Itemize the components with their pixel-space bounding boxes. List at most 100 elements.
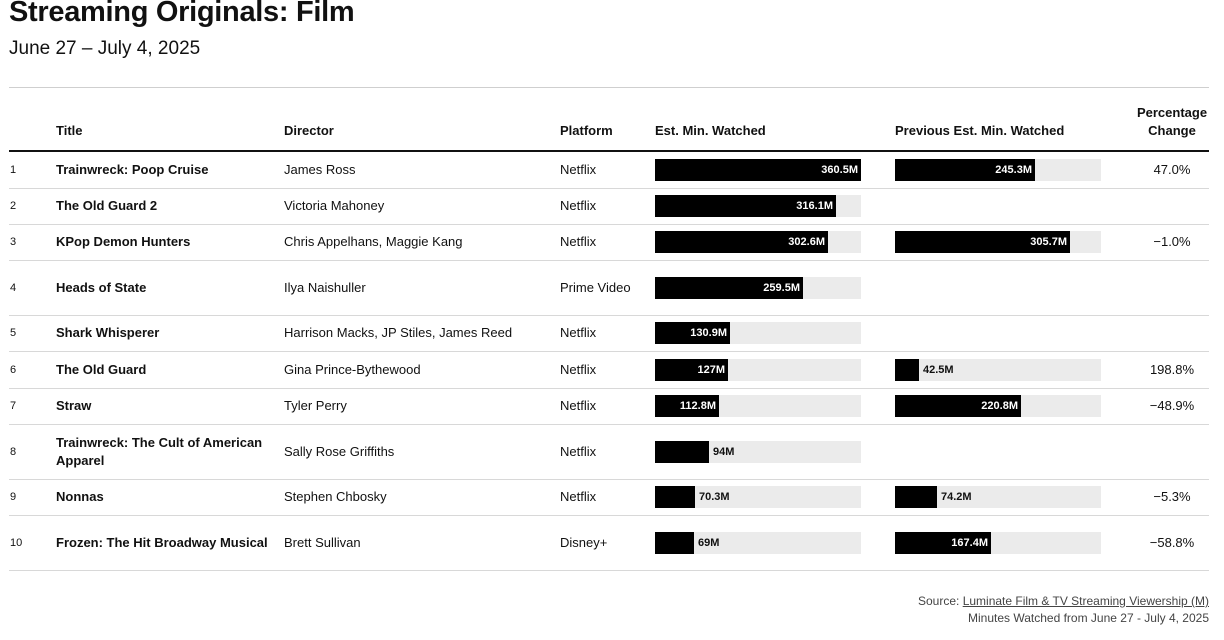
est-bar-track: 316.1M [655, 195, 861, 217]
prev-cell [895, 424, 1135, 480]
prev-cell: 74.2M [895, 479, 1135, 516]
table-row: 1 Trainwreck: Poop Cruise James Ross Netfli… [9, 151, 1209, 189]
est-bar-label: 94M [713, 445, 735, 458]
director-cell: Victoria Mahoney [284, 188, 560, 225]
est-cell: 69M [655, 515, 895, 571]
platform-cell: Netflix [560, 351, 655, 389]
pct-change-cell: 198.8% [1135, 351, 1209, 389]
table-body: 1 Trainwreck: Poop Cruise James Ross Netfli… [9, 151, 1209, 571]
prev-bar [895, 486, 937, 508]
platform-cell: Netflix [560, 388, 655, 425]
est-cell: 94M [655, 424, 895, 480]
prev-bar-track: 74.2M [895, 486, 1101, 508]
est-bar-track: 360.5M [655, 158, 861, 181]
est-cell: 302.6M [655, 224, 895, 261]
director-cell: Brett Sullivan [284, 515, 560, 571]
prev-bar-track: 220.8M [895, 395, 1101, 417]
title-cell: Frozen: The Hit Broadway Musical [56, 515, 284, 571]
pct-change-cell [1135, 315, 1209, 352]
platform-cell: Netflix [560, 479, 655, 516]
est-bar [655, 195, 836, 217]
est-bar-track: 302.6M [655, 231, 861, 253]
platform-cell: Netflix [560, 315, 655, 352]
rank-cell: 5 [9, 315, 56, 352]
rank-cell: 7 [9, 388, 56, 425]
est-cell: 127M [655, 351, 895, 389]
rank-cell: 1 [9, 151, 56, 189]
title-cell: Trainwreck: The Cult of American Apparel [56, 424, 284, 480]
prev-bar [895, 531, 991, 554]
prev-cell [895, 260, 1135, 316]
source-link[interactable]: Luminate Film & TV Streaming Viewership … [962, 594, 1209, 608]
est-bar-label: 130.9M [690, 327, 727, 339]
rankings-table: Title Director Platform Est. Min. Watche… [9, 104, 1209, 571]
rank-header [9, 104, 56, 152]
prev-bar-track: 245.3M [895, 158, 1101, 181]
prev-cell: 220.8M [895, 388, 1135, 425]
director-cell: Harrison Macks, JP Stiles, James Reed [284, 315, 560, 352]
platform-cell: Disney+ [560, 515, 655, 571]
table-row: 10 Frozen: The Hit Broadway Musical Brett … [9, 515, 1209, 571]
table-row: 5 Shark Whisperer Harrison Macks, JP Stile… [9, 315, 1209, 352]
table-row: 6 The Old Guard Gina Prince-Bythewood Netfl… [9, 351, 1209, 389]
rank-cell: 2 [9, 188, 56, 225]
platform-cell: Netflix [560, 188, 655, 225]
prev-bar-track: 167.4M [895, 531, 1101, 554]
pct-change-header: Percentage Change [1135, 104, 1209, 152]
est-bar [655, 276, 803, 299]
est-bar-track: 130.9M [655, 322, 861, 344]
prev-bar-track: 305.7M [895, 231, 1101, 253]
title-cell: The Old Guard [56, 351, 284, 389]
pct-change-cell: −1.0% [1135, 224, 1209, 261]
platform-cell: Netflix [560, 424, 655, 480]
prev-bar-label: 220.8M [981, 400, 1018, 412]
prev-bar-label: 305.7M [1030, 236, 1067, 248]
est-bar-label: 360.5M [821, 163, 858, 176]
est-bar [655, 231, 828, 253]
prev-bar-track: 42.5M [895, 358, 1101, 381]
prev-bar-label: 74.2M [941, 491, 972, 503]
director-cell: Gina Prince-Bythewood [284, 351, 560, 389]
est-bar-label: 127M [697, 363, 725, 376]
table-row: 3 KPop Demon Hunters Chris Appelhans, Magg… [9, 224, 1209, 261]
platform-cell: Netflix [560, 151, 655, 189]
pct-change-cell [1135, 424, 1209, 480]
prev-bar-label: 42.5M [923, 363, 954, 376]
top-divider [9, 87, 1209, 88]
table-row: 2 The Old Guard 2 Victoria Mahoney Netflix 3… [9, 188, 1209, 225]
prev-bar [895, 395, 1021, 417]
director-cell: Sally Rose Griffiths [284, 424, 560, 480]
director-cell: Ilya Naishuller [284, 260, 560, 316]
table-row: 7 Straw Tyler Perry Netflix 112.8M 220.8M −48.… [9, 388, 1209, 425]
pct-change-cell: −48.9% [1135, 388, 1209, 425]
title-cell: Straw [56, 388, 284, 425]
title-cell: The Old Guard 2 [56, 188, 284, 225]
source-prefix: Source: [917, 594, 963, 608]
prev-cell: 42.5M [895, 351, 1135, 389]
est-cell: 360.5M [655, 151, 895, 189]
est-cell: 130.9M [655, 315, 895, 352]
prev-bar [895, 231, 1070, 253]
page-title: Streaming Originals: Film [9, 0, 355, 28]
director-header: Director [284, 104, 560, 152]
source-date-note: Minutes Watched from June 27 - July 4, 2… [967, 611, 1209, 625]
page-subtitle: June 27 – July 4, 2025 [9, 38, 201, 59]
est-cell: 259.5M [655, 260, 895, 316]
director-cell: Tyler Perry [284, 388, 560, 425]
rank-cell: 6 [9, 351, 56, 389]
platform-header: Platform [560, 104, 655, 152]
prev-cell [895, 188, 1135, 225]
est-bar-track: 112.8M [655, 395, 861, 417]
title-cell: Trainwreck: Poop Cruise [56, 151, 284, 189]
prev-bar-label: 245.3M [995, 163, 1032, 176]
est-bar [655, 395, 719, 417]
est-bar [655, 158, 861, 181]
rank-cell: 10 [9, 515, 56, 571]
prev-cell [895, 315, 1135, 352]
rank-cell: 4 [9, 260, 56, 316]
platform-cell: Prime Video [560, 260, 655, 316]
prev-cell: 305.7M [895, 224, 1135, 261]
title-cell: Heads of State [56, 260, 284, 316]
director-cell: James Ross [284, 151, 560, 189]
est-bar-track: 70.3M [655, 486, 861, 508]
